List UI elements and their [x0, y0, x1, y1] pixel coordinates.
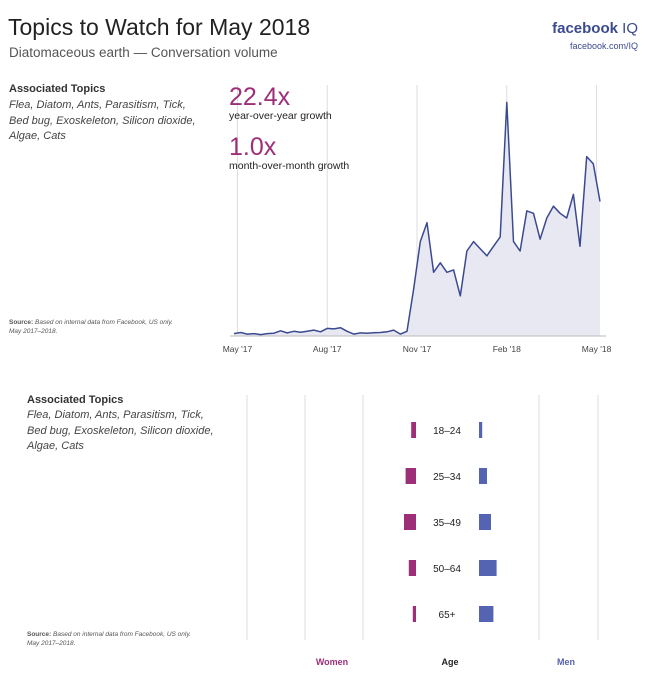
men-bar: [479, 514, 491, 530]
men-bar: [479, 422, 483, 438]
brand-suffix: IQ: [622, 20, 638, 37]
women-bar: [411, 422, 416, 438]
top-source-note: Source: Based on internal data from Face…: [9, 318, 173, 336]
bottom-source-label: Source:: [27, 631, 52, 638]
age-axis-label: Age: [441, 657, 458, 667]
bottom-assoc-heading: Associated Topics: [27, 394, 124, 406]
top-assoc-line-1: Flea, Diatom, Ants, Parasitism, Tick,: [9, 99, 186, 111]
age-chart-labels: 18–24 25–34 35–49 50–64 65+: [433, 426, 461, 621]
women-axis-label: Women: [316, 657, 348, 667]
women-bar: [408, 560, 416, 576]
line-chart-line: [233, 101, 601, 336]
mom-growth-label: month-over-month growth: [229, 160, 350, 172]
top-assoc-line-2: Bed bug, Exoskeleton, Silicon dioxide,: [9, 114, 196, 127]
line-chart-x-ticks: May '17 Aug '17 Nov '17 Feb '18 May '18: [223, 344, 612, 354]
top-source-label: Source:: [9, 319, 34, 326]
age-category-label: 18–24: [433, 426, 461, 437]
bottom-assoc-line-1: Flea, Diatom, Ants, Parasitism, Tick,: [27, 409, 204, 421]
women-bar: [412, 606, 416, 622]
bottom-source-text: Based on internal data from Facebook, US…: [53, 631, 191, 638]
men-bar: [479, 468, 487, 484]
bottom-assoc-line-2: Bed bug, Exoskeleton, Silicon dioxide,: [27, 424, 214, 437]
top-source-text: Based on internal data from Facebook, US…: [35, 319, 173, 326]
age-category-label: 25–34: [433, 472, 461, 483]
top-source-dates: May 2017–2018.: [9, 328, 58, 335]
men-bar: [479, 560, 497, 576]
women-bar: [405, 468, 416, 484]
yoy-growth-value: 22.4x: [229, 83, 291, 111]
bottom-source-dates: May 2017–2018.: [27, 640, 76, 647]
age-category-label: 50–64: [433, 564, 461, 575]
bottom-assoc-line-3: Algae, Cats: [27, 440, 84, 452]
yoy-growth-label: year-over-year growth: [229, 110, 332, 122]
page-subtitle: Diatomaceous earth — Conversation volume: [9, 45, 278, 60]
x-tick-label: Nov '17: [403, 344, 432, 354]
age-chart-gridlines: [246, 395, 599, 640]
top-assoc-list: Flea, Diatom, Ants, Parasitism, Tick, Be…: [9, 98, 196, 145]
age-chart-bars: [404, 422, 497, 622]
men-bar: [479, 606, 494, 622]
x-tick-label: Aug '17: [313, 344, 342, 354]
brand-url: facebook.com/IQ: [569, 41, 638, 51]
conversation-volume-chart: May '17 Aug '17 Nov '17 Feb '18 May '18: [223, 85, 612, 354]
age-gender-chart: 18–24 25–34 35–49 50–64 65+ Women Age Men: [246, 395, 599, 667]
line-chart-area: [234, 102, 600, 337]
bottom-source-note: Source: Based on internal data from Face…: [27, 630, 191, 648]
men-axis-label: Men: [557, 657, 575, 667]
x-tick-label: Feb '18: [493, 344, 521, 354]
page-title: Topics to Watch for May 2018: [8, 14, 311, 40]
mom-growth-value: 1.0x: [229, 133, 277, 161]
top-assoc-line-3: Algae, Cats: [9, 130, 66, 142]
age-category-label: 35–49: [433, 518, 461, 529]
brand-name: facebook: [552, 20, 618, 37]
women-bar: [404, 514, 416, 530]
bottom-assoc-list: Flea, Diatom, Ants, Parasitism, Tick, Be…: [27, 408, 214, 455]
x-tick-label: May '17: [223, 344, 253, 354]
top-assoc-heading: Associated Topics: [9, 83, 106, 95]
age-category-label: 65+: [439, 610, 456, 621]
brand-logo: facebook IQ: [552, 20, 638, 37]
x-tick-label: May '18: [582, 344, 612, 354]
